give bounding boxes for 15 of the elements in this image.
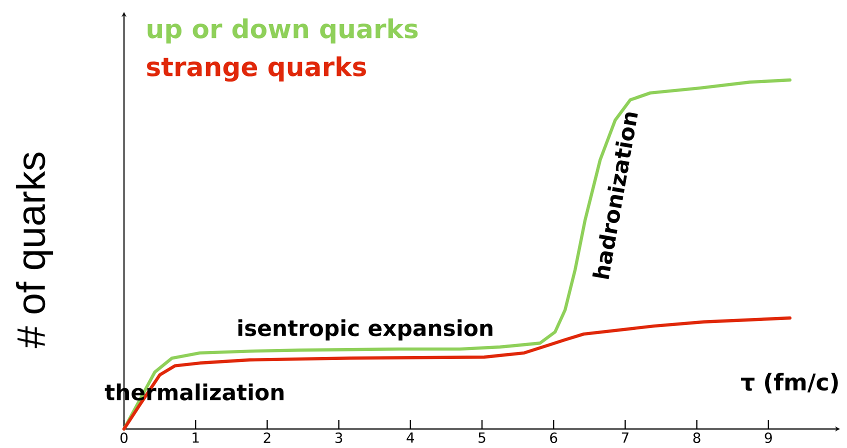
annotation: isentropic expansion: [238, 319, 492, 340]
x-tick-label: 3: [335, 432, 342, 444]
x-tick-label: 9: [764, 432, 772, 444]
x-tick-label: 8: [693, 432, 700, 444]
text: up or down quarks: [148, 18, 418, 44]
x-tick-label: 5: [478, 432, 486, 443]
x-tick-label: 7: [622, 432, 628, 443]
x-axis-title: τ (fm/c): [740, 372, 838, 394]
x-tick-label: 2: [264, 432, 270, 443]
x-tick-label: 4: [406, 432, 414, 443]
x-tick-label: 6: [550, 432, 558, 444]
x-tick-label: 0: [120, 432, 128, 444]
text: strange quarks: [147, 56, 366, 82]
y-axis-title: # of quarks: [16, 152, 54, 348]
x-tick-label: 1: [192, 432, 199, 443]
